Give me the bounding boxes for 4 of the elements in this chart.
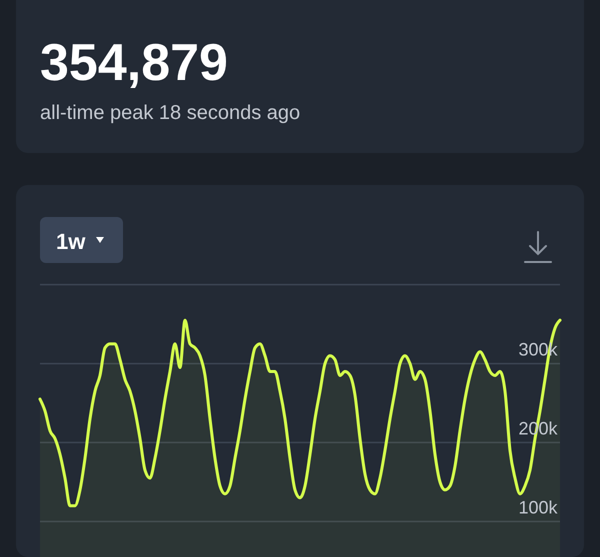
- chart-subtitle: all-time peak 18 seconds ago: [40, 102, 300, 124]
- annotation: 1w: [56, 229, 86, 254]
- chart-title: 354,879: [40, 34, 228, 92]
- y-tick-label: 100k: [518, 497, 559, 518]
